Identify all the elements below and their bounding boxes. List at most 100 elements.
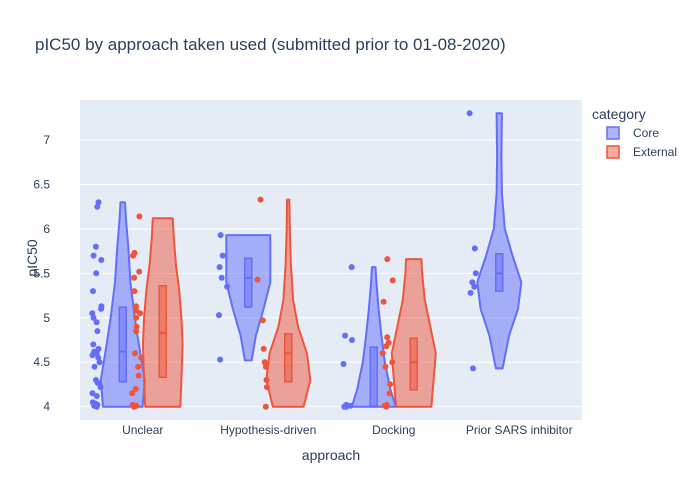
point-external bbox=[389, 277, 396, 284]
y-axis-title: pIC50 bbox=[24, 239, 40, 277]
point-external bbox=[257, 196, 264, 203]
point-external bbox=[136, 213, 143, 220]
point-core bbox=[471, 283, 478, 290]
point-external bbox=[133, 323, 140, 330]
point-core bbox=[342, 332, 349, 339]
point-core bbox=[90, 252, 97, 259]
point-core bbox=[219, 252, 226, 259]
point-core bbox=[93, 270, 100, 277]
point-core bbox=[95, 345, 102, 352]
box-external bbox=[284, 333, 293, 383]
point-core bbox=[224, 283, 231, 290]
point-core bbox=[472, 270, 479, 277]
box-core bbox=[369, 346, 378, 408]
legend-swatch-core bbox=[606, 126, 620, 140]
legend-swatch-external bbox=[606, 145, 620, 159]
box-external bbox=[158, 285, 167, 379]
point-core bbox=[98, 303, 105, 310]
point-external bbox=[136, 268, 143, 275]
point-core bbox=[469, 279, 476, 286]
point-core bbox=[91, 363, 98, 370]
point-external bbox=[261, 359, 268, 366]
legend-title: category bbox=[592, 106, 646, 122]
point-core bbox=[94, 328, 101, 335]
point-external bbox=[383, 401, 390, 408]
point-external bbox=[133, 328, 140, 335]
point-core bbox=[471, 245, 478, 252]
y-tick-label: 7 bbox=[43, 133, 50, 147]
x-tick-label: Prior SARS inhibitor bbox=[466, 423, 573, 437]
box-core bbox=[244, 257, 253, 308]
point-core bbox=[348, 264, 355, 271]
point-core bbox=[93, 319, 100, 326]
legend: category Core External bbox=[592, 106, 677, 159]
point-external bbox=[380, 298, 387, 305]
y-tick-label: 6 bbox=[43, 222, 50, 236]
point-external bbox=[384, 256, 391, 263]
point-external bbox=[386, 390, 393, 397]
point-core bbox=[93, 393, 100, 399]
point-core bbox=[467, 289, 474, 296]
point-external bbox=[138, 354, 145, 361]
point-core bbox=[343, 403, 350, 410]
box-core bbox=[118, 306, 127, 383]
point-external bbox=[263, 384, 270, 391]
point-external bbox=[133, 314, 140, 321]
point-core bbox=[340, 361, 347, 367]
x-tick-label: Hypothesis-driven bbox=[220, 423, 316, 437]
point-core bbox=[95, 199, 102, 206]
point-external bbox=[384, 334, 391, 341]
chart-title: pIC50 by approach taken used (submitted … bbox=[35, 35, 506, 54]
point-external bbox=[262, 363, 269, 370]
point-external bbox=[260, 345, 267, 352]
point-external bbox=[131, 249, 138, 256]
point-core bbox=[470, 365, 476, 372]
point-core bbox=[216, 264, 223, 271]
violin-core bbox=[476, 112, 523, 370]
box-external bbox=[409, 337, 418, 391]
point-external bbox=[131, 274, 138, 281]
point-core bbox=[91, 348, 98, 355]
point-core bbox=[90, 314, 97, 321]
point-core bbox=[89, 390, 96, 397]
point-core bbox=[98, 257, 105, 263]
point-core bbox=[89, 310, 96, 317]
y-tick-label: 5.5 bbox=[33, 266, 50, 280]
point-core bbox=[217, 356, 224, 363]
point-core bbox=[90, 288, 96, 295]
violin-external bbox=[265, 198, 312, 408]
point-external bbox=[385, 339, 392, 346]
point-core bbox=[92, 243, 99, 250]
point-external bbox=[135, 372, 142, 379]
y-tick-label: 4 bbox=[43, 400, 50, 414]
violin-external bbox=[390, 258, 437, 408]
point-external bbox=[379, 350, 386, 357]
point-core bbox=[97, 384, 104, 391]
point-core bbox=[95, 354, 102, 361]
point-external bbox=[135, 363, 142, 370]
point-external bbox=[129, 390, 136, 397]
y-tick-label: 5 bbox=[43, 311, 50, 325]
point-external bbox=[382, 363, 389, 370]
y-tick-label: 4.5 bbox=[33, 355, 50, 369]
point-external bbox=[132, 385, 139, 392]
point-core bbox=[94, 203, 101, 210]
point-external bbox=[131, 288, 138, 295]
point-external bbox=[262, 403, 269, 410]
point-core bbox=[349, 337, 355, 343]
point-external bbox=[389, 359, 396, 366]
point-core bbox=[93, 401, 100, 407]
x-axis-title: approach bbox=[302, 447, 360, 463]
y-tick-label: 6.5 bbox=[33, 177, 50, 191]
point-external bbox=[254, 276, 261, 283]
points-layer bbox=[89, 110, 479, 410]
point-external bbox=[133, 307, 140, 314]
legend-label-core: Core bbox=[633, 126, 659, 140]
point-core bbox=[218, 274, 225, 281]
point-external bbox=[259, 317, 266, 324]
point-core bbox=[92, 377, 99, 383]
point-external bbox=[387, 381, 394, 388]
point-core bbox=[466, 110, 473, 117]
